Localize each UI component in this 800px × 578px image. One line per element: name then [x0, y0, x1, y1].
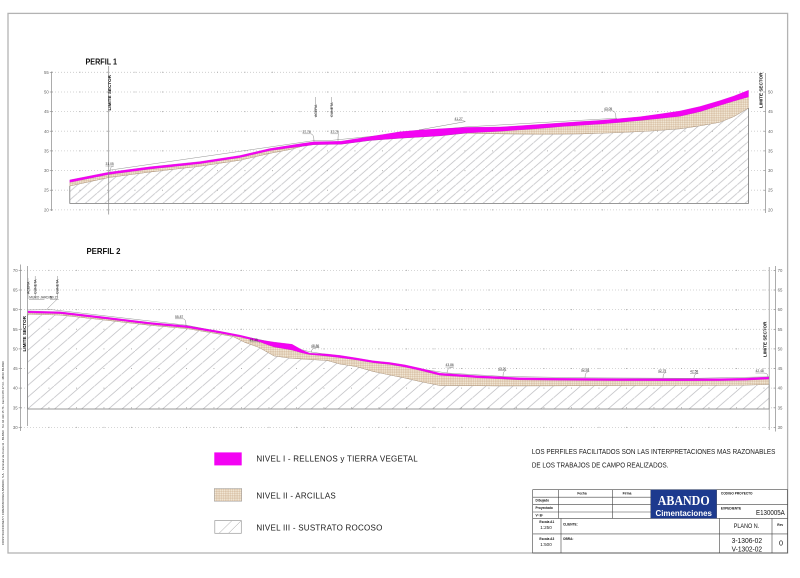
svg-text:20: 20 — [768, 207, 773, 212]
svg-text:60.23: 60.23 — [50, 295, 58, 299]
svg-text:CLIENTE:: CLIENTE: — [563, 522, 578, 526]
svg-text:40: 40 — [768, 129, 773, 134]
svg-text:MURO JARDIN: MURO JARDIN — [29, 295, 53, 299]
svg-text:E130005A: E130005A — [756, 508, 785, 517]
svg-text:20: 20 — [44, 207, 49, 212]
svg-text:30: 30 — [44, 168, 49, 173]
svg-text:PLANO N.: PLANO N. — [734, 523, 760, 530]
svg-text:NIVEL III - SUSTRATO ROCOSO: NIVEL III - SUSTRATO ROCOSO — [256, 524, 382, 533]
svg-text:CUNETA: CUNETA — [330, 102, 334, 117]
svg-text:Cimentaciones: Cimentaciones — [656, 508, 713, 518]
svg-text:40: 40 — [13, 386, 18, 391]
svg-text:EXPEDIENTE: EXPEDIENTE — [721, 506, 741, 510]
svg-text:3-1306-02: 3-1306-02 — [732, 536, 763, 545]
svg-text:1:250: 1:250 — [540, 525, 552, 530]
svg-text:Escala A1: Escala A1 — [539, 520, 554, 524]
svg-text:42.93: 42.93 — [581, 368, 589, 372]
svg-text:70: 70 — [778, 268, 783, 273]
svg-text:31.05: 31.05 — [106, 162, 114, 166]
svg-text:LIMITE SECTOR: LIMITE SECTOR — [762, 321, 767, 357]
svg-text:50: 50 — [13, 346, 18, 351]
svg-text:Vº Bº: Vº Bº — [536, 513, 544, 517]
svg-text:50: 50 — [768, 90, 773, 95]
svg-text:DE LOS TRABAJOS DE CAMPO REALI: DE LOS TRABAJOS DE CAMPO REALIZADOS. — [532, 460, 669, 469]
svg-text:70: 70 — [13, 268, 18, 273]
svg-text:25: 25 — [768, 188, 773, 193]
svg-text:42.79: 42.79 — [658, 369, 666, 373]
svg-text:Fecha: Fecha — [577, 491, 586, 495]
svg-text:1:500: 1:500 — [540, 542, 552, 547]
svg-text:45: 45 — [44, 109, 49, 114]
svg-text:CUNETA: CUNETA — [56, 279, 60, 294]
svg-text:37.76: 37.76 — [303, 130, 311, 134]
svg-text:40: 40 — [44, 129, 49, 134]
svg-text:55.87: 55.87 — [175, 315, 183, 319]
svg-text:PERFIL 1: PERFIL 1 — [86, 57, 118, 67]
svg-text:37.79: 37.79 — [331, 130, 339, 134]
svg-text:CUNETA: CUNETA — [34, 279, 38, 294]
svg-text:30: 30 — [778, 425, 783, 430]
svg-text:60: 60 — [13, 307, 18, 312]
svg-text:50: 50 — [44, 90, 49, 95]
svg-text:55: 55 — [778, 327, 783, 332]
svg-text:LIMITE SECTOR: LIMITE SECTOR — [758, 72, 763, 108]
svg-text:Firma: Firma — [623, 491, 632, 495]
svg-text:40: 40 — [778, 386, 783, 391]
svg-text:30: 30 — [768, 168, 773, 173]
svg-text:50: 50 — [778, 346, 783, 351]
svg-text:NIVEL I - RELLENOS y TIERRA VE: NIVEL I - RELLENOS y TIERRA VEGETAL — [256, 454, 418, 463]
svg-text:35: 35 — [13, 405, 18, 410]
svg-text:Rev: Rev — [777, 523, 783, 527]
svg-text:ACERA: ACERA — [314, 104, 318, 117]
svg-text:45: 45 — [13, 366, 18, 371]
svg-text:CODIGO PROYECTO: CODIGO PROYECTO — [721, 492, 753, 496]
svg-text:LIMITE SECTOR: LIMITE SECTOR — [107, 74, 112, 110]
svg-text:48.86: 48.86 — [311, 344, 319, 348]
svg-text:ABANDO: ABANDO — [658, 493, 710, 508]
svg-text:V-1302-02: V-1302-02 — [732, 545, 763, 554]
svg-text:45: 45 — [768, 109, 773, 114]
svg-text:42.48: 42.48 — [756, 369, 764, 373]
svg-text:43.05: 43.05 — [604, 107, 612, 111]
svg-text:Tel. 94 410 15 76 - Fax 94 470: Tel. 94 410 15 76 - Fax 94 470 27 03 - 4… — [1, 360, 5, 428]
svg-text:Proyectado: Proyectado — [536, 506, 553, 510]
svg-text:OBRA:: OBRA: — [563, 537, 573, 541]
svg-text:PERFIL 2: PERFIL 2 — [87, 246, 121, 256]
svg-text:Dibujado: Dibujado — [536, 499, 550, 503]
svg-text:60: 60 — [778, 307, 783, 312]
svg-text:30: 30 — [13, 425, 18, 430]
svg-text:43.20: 43.20 — [498, 367, 506, 371]
svg-text:35: 35 — [768, 148, 773, 153]
svg-text:LOS PERFILES FACILITADOS SON L: LOS PERFILES FACILITADOS SON LAS INTERPR… — [532, 447, 776, 456]
svg-text:25: 25 — [44, 188, 49, 193]
svg-text:65: 65 — [13, 288, 18, 293]
svg-text:Escala A3: Escala A3 — [539, 537, 554, 541]
svg-text:ACERA: ACERA — [26, 281, 30, 294]
svg-text:35: 35 — [778, 405, 783, 410]
svg-text:35: 35 — [44, 148, 49, 153]
svg-text:LIMITE SECTOR: LIMITE SECTOR — [22, 315, 27, 351]
svg-text:41.27: 41.27 — [455, 117, 463, 121]
svg-text:49.35: 49.35 — [250, 338, 258, 342]
svg-text:42.58: 42.58 — [690, 370, 698, 374]
svg-text:55: 55 — [13, 327, 18, 332]
svg-text:65: 65 — [778, 288, 783, 293]
svg-text:CONSTRUCCIONES Y CIMENTACIONES: CONSTRUCCIONES Y CIMENTACIONES ABANDO, S… — [1, 429, 5, 545]
svg-text:43.86: 43.86 — [446, 363, 454, 367]
svg-text:0: 0 — [779, 539, 783, 548]
svg-text:45: 45 — [778, 366, 783, 371]
svg-text:NIVEL II - ARCILLAS: NIVEL II - ARCILLAS — [256, 492, 336, 501]
svg-text:55: 55 — [44, 70, 49, 75]
